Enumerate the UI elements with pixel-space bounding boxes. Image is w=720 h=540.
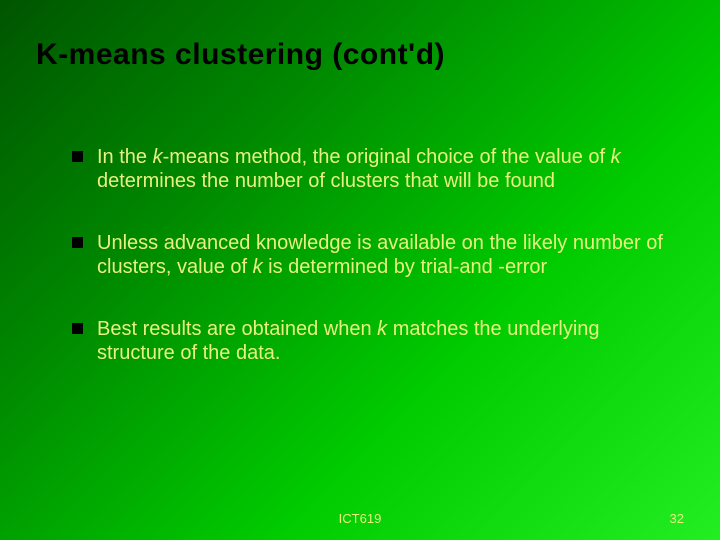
text-span: Best results are obtained when <box>97 318 377 340</box>
footer-course-code: ICT619 <box>339 511 382 526</box>
text-span: -means method, the original choice of th… <box>163 146 611 168</box>
italic-span: k <box>377 318 387 340</box>
bullet-item: Unless advanced knowledge is available o… <box>72 231 670 279</box>
italic-span: k <box>253 256 263 278</box>
text-span: determines the number of clusters that w… <box>97 170 555 192</box>
bullet-text: In the k-means method, the original choi… <box>97 145 670 193</box>
footer-page-number: 32 <box>670 511 684 526</box>
bullet-square-icon <box>72 151 83 162</box>
bullet-item: Best results are obtained when k matches… <box>72 317 670 365</box>
slide: K-means clustering (cont'd) In the k-mea… <box>0 0 720 540</box>
bullet-square-icon <box>72 323 83 334</box>
bullet-text: Best results are obtained when k matches… <box>97 317 670 365</box>
bullet-text: Unless advanced knowledge is available o… <box>97 231 670 279</box>
bullet-square-icon <box>72 237 83 248</box>
bullet-item: In the k-means method, the original choi… <box>72 145 670 193</box>
text-span: In the <box>97 146 153 168</box>
slide-content: In the k-means method, the original choi… <box>72 145 670 403</box>
slide-title: K-means clustering (cont'd) <box>36 38 445 72</box>
text-span: is determined by trial-and -error <box>263 256 548 278</box>
italic-span: k <box>153 146 163 168</box>
italic-span: k <box>611 146 621 168</box>
